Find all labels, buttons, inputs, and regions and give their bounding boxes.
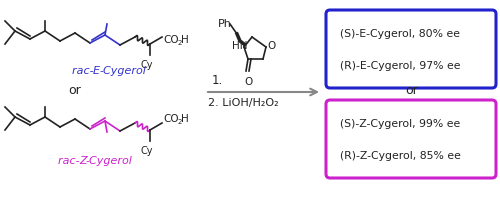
Text: Cy: Cy: [141, 146, 153, 156]
Text: rac-: rac-: [58, 156, 86, 166]
Text: or: or: [68, 85, 82, 98]
Text: 2: 2: [178, 40, 182, 46]
Text: -Cygerol: -Cygerol: [86, 156, 133, 166]
Text: H: H: [181, 35, 189, 45]
Text: 2. LiOH/H₂O₂: 2. LiOH/H₂O₂: [208, 98, 278, 108]
Text: Cy: Cy: [141, 60, 153, 70]
Text: rac-: rac-: [72, 66, 101, 76]
Text: Z: Z: [79, 156, 86, 166]
Text: CO: CO: [163, 114, 178, 124]
Text: 1.: 1.: [212, 74, 223, 88]
Text: or: or: [406, 85, 418, 98]
Text: (S)-E-Cygerol, 80% ee: (S)-E-Cygerol, 80% ee: [340, 29, 460, 39]
Text: H: H: [181, 114, 189, 124]
Text: Ph: Ph: [218, 19, 232, 29]
Text: 2: 2: [178, 119, 182, 125]
FancyBboxPatch shape: [326, 10, 496, 88]
Text: (R)-E-Cygerol, 97% ee: (R)-E-Cygerol, 97% ee: [340, 61, 460, 71]
Text: (S)-Z-Cygerol, 99% ee: (S)-Z-Cygerol, 99% ee: [340, 119, 460, 129]
Text: O: O: [267, 41, 275, 51]
Text: CO: CO: [163, 35, 178, 45]
Text: HN: HN: [232, 41, 248, 51]
Text: O: O: [244, 77, 252, 87]
Text: -Cygerol: -Cygerol: [100, 66, 147, 76]
Text: E: E: [93, 66, 100, 76]
FancyBboxPatch shape: [326, 100, 496, 178]
Text: (R)-Z-Cygerol, 85% ee: (R)-Z-Cygerol, 85% ee: [340, 151, 461, 161]
